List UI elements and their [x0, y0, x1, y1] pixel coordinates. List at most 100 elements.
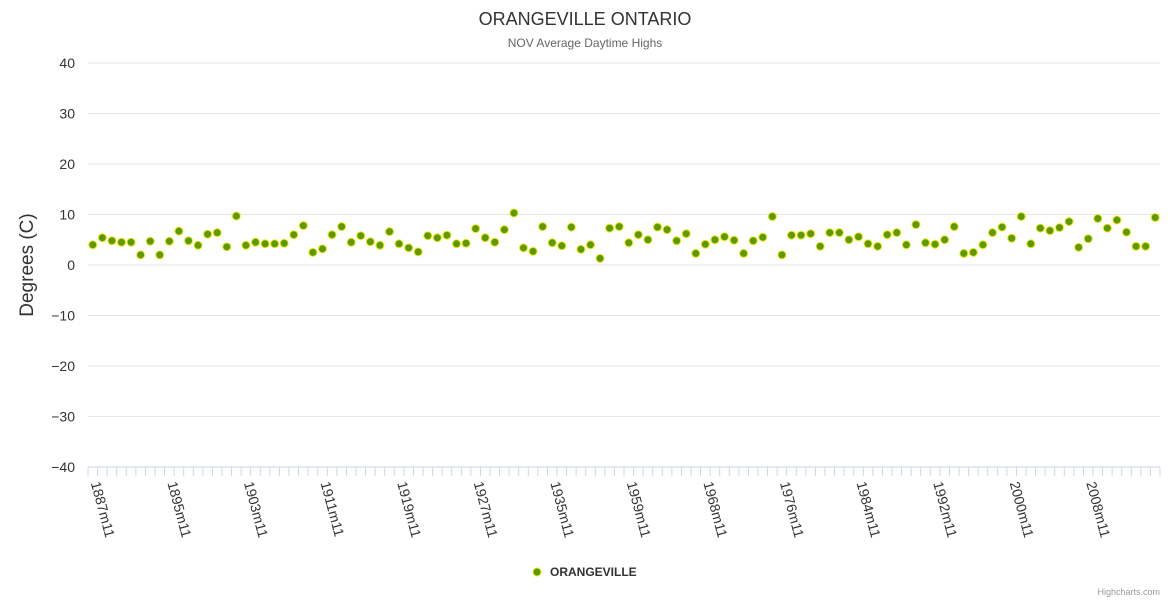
data-point[interactable] — [978, 240, 988, 250]
data-point[interactable] — [231, 211, 241, 221]
data-point[interactable] — [509, 208, 519, 218]
data-point[interactable] — [547, 238, 557, 248]
data-point[interactable] — [595, 253, 605, 263]
data-point[interactable] — [538, 222, 548, 232]
data-point[interactable] — [241, 240, 251, 250]
data-point[interactable] — [107, 236, 117, 246]
data-point[interactable] — [1131, 241, 1141, 251]
data-point[interactable] — [174, 226, 184, 236]
data-point[interactable] — [873, 241, 883, 251]
data-point[interactable] — [777, 250, 787, 260]
data-point[interactable] — [1083, 234, 1093, 244]
data-point[interactable] — [968, 247, 978, 257]
data-point[interactable] — [1064, 217, 1074, 227]
data-point[interactable] — [126, 237, 136, 247]
data-point[interactable] — [653, 222, 662, 232]
data-point[interactable] — [164, 236, 174, 246]
data-point[interactable] — [251, 237, 260, 247]
data-point[interactable] — [184, 236, 193, 246]
data-point[interactable] — [1055, 223, 1064, 233]
data-point[interactable] — [88, 240, 98, 250]
data-point[interactable] — [806, 229, 816, 239]
data-point[interactable] — [940, 235, 950, 245]
data-point[interactable] — [1045, 226, 1055, 236]
data-point[interactable] — [318, 244, 327, 254]
data-point[interactable] — [461, 238, 471, 248]
data-point[interactable] — [222, 242, 232, 252]
data-point[interactable] — [557, 241, 567, 251]
data-point[interactable] — [519, 243, 528, 253]
series-orangeville[interactable] — [88, 208, 1160, 263]
data-point[interactable] — [787, 230, 796, 240]
data-point[interactable] — [748, 236, 758, 246]
data-point[interactable] — [385, 227, 394, 237]
data-point[interactable] — [356, 231, 366, 241]
data-point[interactable] — [528, 246, 538, 256]
data-point[interactable] — [624, 238, 634, 248]
data-point[interactable] — [643, 235, 653, 245]
data-point[interactable] — [480, 233, 490, 243]
data-point[interactable] — [796, 230, 806, 240]
legend[interactable]: ORANGEVILLE — [532, 565, 637, 579]
data-point[interactable] — [432, 233, 442, 243]
data-point[interactable] — [327, 230, 337, 240]
data-point[interactable] — [930, 239, 940, 249]
data-point[interactable] — [834, 228, 844, 238]
data-point[interactable] — [1150, 213, 1160, 223]
data-point[interactable] — [490, 237, 500, 247]
data-point[interactable] — [1007, 233, 1017, 243]
data-point[interactable] — [1016, 212, 1026, 222]
data-point[interactable] — [97, 233, 107, 243]
data-point[interactable] — [193, 240, 203, 250]
data-point[interactable] — [892, 228, 902, 238]
data-point[interactable] — [681, 229, 691, 239]
data-point[interactable] — [854, 232, 863, 242]
data-point[interactable] — [499, 225, 509, 235]
data-point[interactable] — [844, 235, 854, 245]
data-point[interactable] — [586, 240, 595, 250]
data-point[interactable] — [423, 231, 433, 241]
data-point[interactable] — [270, 239, 280, 249]
data-point[interactable] — [825, 228, 835, 238]
data-point[interactable] — [614, 222, 624, 232]
data-point[interactable] — [471, 224, 481, 234]
data-point[interactable] — [145, 236, 155, 246]
data-point[interactable] — [279, 238, 289, 248]
data-point[interactable] — [566, 222, 576, 232]
data-point[interactable] — [1093, 214, 1103, 224]
data-point[interactable] — [997, 222, 1007, 232]
data-point[interactable] — [988, 228, 997, 238]
data-point[interactable] — [260, 239, 270, 249]
data-point[interactable] — [442, 230, 452, 240]
data-point[interactable] — [365, 237, 375, 247]
data-point[interactable] — [136, 250, 146, 260]
data-point[interactable] — [691, 248, 701, 258]
data-point[interactable] — [863, 239, 873, 249]
data-point[interactable] — [576, 244, 586, 254]
data-point[interactable] — [452, 239, 461, 249]
legend-item-orangeville[interactable]: ORANGEVILLE — [550, 565, 637, 579]
data-point[interactable] — [911, 220, 921, 230]
data-point[interactable] — [404, 243, 414, 253]
data-point[interactable] — [633, 230, 643, 240]
data-point[interactable] — [337, 222, 347, 232]
data-point[interactable] — [710, 235, 720, 245]
credits-link[interactable]: Highcharts.com — [1097, 587, 1160, 597]
data-point[interactable] — [662, 225, 672, 235]
data-point[interactable] — [117, 237, 126, 247]
data-point[interactable] — [394, 239, 404, 249]
data-point[interactable] — [767, 212, 777, 222]
data-point[interactable] — [1112, 215, 1122, 225]
data-point[interactable] — [1102, 223, 1112, 233]
data-point[interactable] — [921, 238, 930, 248]
data-point[interactable] — [739, 248, 749, 258]
data-point[interactable] — [203, 229, 213, 239]
data-point[interactable] — [155, 250, 165, 260]
data-point[interactable] — [720, 232, 729, 242]
data-point[interactable] — [298, 221, 308, 231]
data-point[interactable] — [959, 248, 969, 258]
data-point[interactable] — [346, 237, 356, 247]
data-point[interactable] — [413, 247, 423, 257]
data-point[interactable] — [815, 241, 825, 251]
data-point[interactable] — [375, 240, 385, 250]
